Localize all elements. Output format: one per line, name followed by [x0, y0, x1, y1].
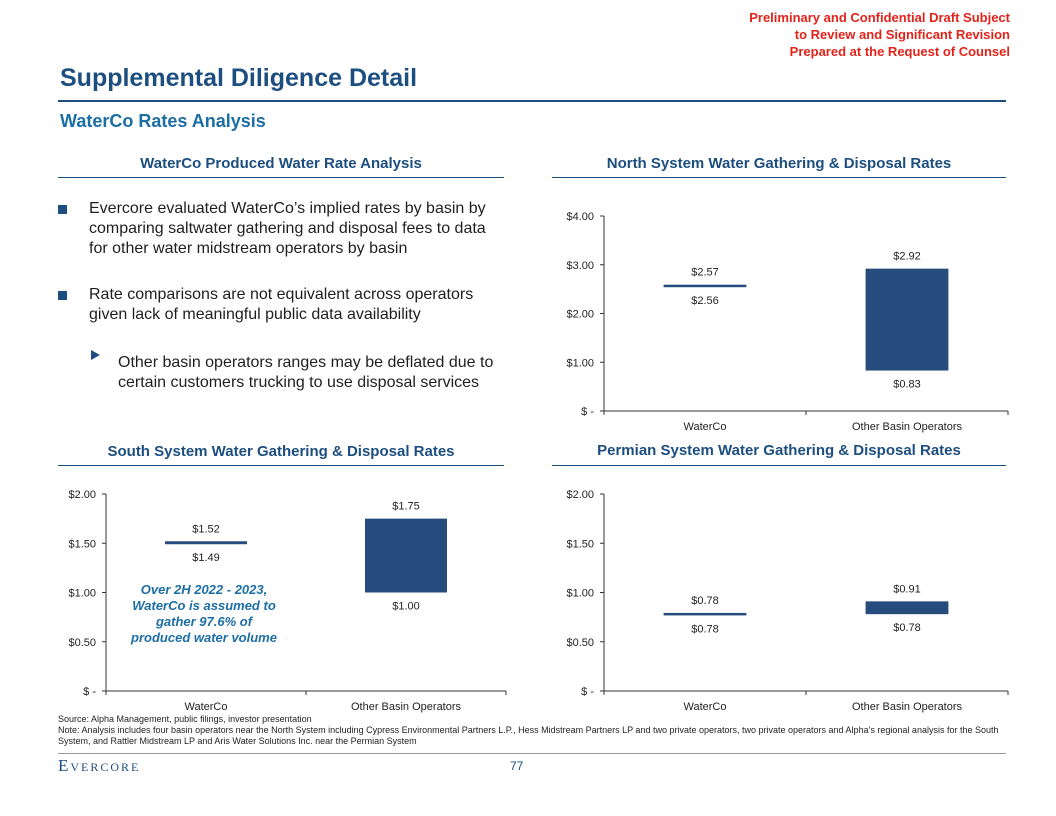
- north-chart-divider: [552, 177, 1006, 178]
- low-value-label: $1.49: [192, 552, 220, 564]
- range-bar: [165, 541, 247, 545]
- y-tick-label: $2.00: [68, 489, 96, 501]
- page-subtitle: WaterCo Rates Analysis: [60, 111, 266, 131]
- confidential-notice: Preliminary and Confidential Draft Subje…: [650, 9, 1010, 60]
- footer-divider: [58, 753, 1006, 754]
- y-tick-label: $1.00: [68, 588, 96, 600]
- left-section-heading: WaterCo Produced Water Rate Analysis: [140, 155, 422, 172]
- page-title: Supplemental Diligence Detail: [60, 64, 418, 92]
- y-tick-label: $2.00: [566, 309, 594, 321]
- confidential-line-2: to Review and Significant Revision: [794, 27, 1010, 42]
- permian-chart-heading: Permian System Water Gathering & Disposa…: [597, 442, 961, 459]
- y-tick-label: $ -: [581, 406, 594, 418]
- high-value-label: $0.78: [691, 595, 719, 607]
- low-value-label: $0.78: [691, 623, 719, 635]
- y-tick-label: $0.50: [68, 637, 96, 649]
- category-label: WaterCo: [185, 701, 228, 713]
- page-number: 77: [510, 759, 524, 773]
- left-section-divider: [58, 177, 504, 178]
- range-bar: [865, 268, 949, 371]
- south-system-chart: $ - $0.50 $1.00 $1.50 $2.00 $1.52 $1.49 WaterCo…: [68, 489, 507, 713]
- low-value-label: $1.00: [392, 601, 420, 613]
- bullet-text: Evercore evaluated WaterCo’s implied rat…: [89, 200, 486, 257]
- category-label: Other Basin Operators: [852, 421, 963, 433]
- y-tick-label: $0.50: [566, 637, 594, 649]
- high-value-label: $2.92: [893, 251, 921, 263]
- confidential-line-3: Prepared at the Request of Counsel: [789, 44, 1010, 59]
- y-tick-label: $1.50: [566, 538, 594, 550]
- permian-system-chart: $ - $0.50 $1.00 $1.50 $2.00 $0.78 $0.78 WaterCo…: [566, 489, 1009, 713]
- bullet-text: Rate comparisons are not equivalent acro…: [89, 286, 474, 323]
- category-label: Other Basin Operators: [351, 701, 462, 713]
- south-chart-annotation: Over 2H 2022 - 2023, WaterCo is assumed …: [131, 582, 277, 645]
- range-bar: [663, 284, 747, 288]
- category-label: WaterCo: [684, 701, 727, 713]
- range-bar: [663, 612, 747, 616]
- source-note: Source: Alpha Management, public filings…: [58, 714, 312, 724]
- range-bar: [365, 518, 447, 593]
- high-value-label: $1.75: [392, 501, 420, 513]
- category-label: WaterCo: [684, 421, 727, 433]
- low-value-label: $2.56: [691, 295, 719, 307]
- sub-bullet-text: Other basin operators ranges may be defl…: [118, 354, 494, 391]
- bullet-square-icon: [58, 291, 67, 300]
- evercore-logo: Evercore: [58, 756, 141, 775]
- confidential-line-1: Preliminary and Confidential Draft Subje…: [749, 10, 1010, 25]
- sub-bullet-triangle-icon: [91, 350, 100, 360]
- north-chart-heading: North System Water Gathering & Disposal …: [606, 155, 952, 172]
- south-chart-divider: [58, 465, 504, 466]
- title-divider: [58, 100, 1006, 102]
- y-tick-label: $1.00: [566, 357, 594, 369]
- high-value-label: $2.57: [691, 267, 719, 279]
- footnote: Note: Analysis includes four basin opera…: [58, 725, 999, 746]
- high-value-label: $1.52: [192, 523, 220, 535]
- y-tick-label: $ -: [581, 686, 594, 698]
- north-system-chart: $ - $1.00 $2.00 $3.00 $4.00 $2.57 $2.56 WaterCo…: [566, 211, 1009, 433]
- category-label: Other Basin Operators: [852, 701, 963, 713]
- y-tick-label: $3.00: [566, 260, 594, 272]
- low-value-label: $0.83: [893, 379, 921, 391]
- y-tick-label: $1.00: [566, 588, 594, 600]
- south-chart-heading: South System Water Gathering & Disposal …: [107, 443, 455, 460]
- y-tick-label: $4.00: [566, 211, 594, 223]
- y-tick-label: $1.50: [68, 538, 96, 550]
- high-value-label: $0.91: [893, 583, 921, 595]
- range-bar: [865, 601, 949, 615]
- y-tick-label: $2.00: [566, 489, 594, 501]
- bullet-square-icon: [58, 205, 67, 214]
- y-tick-label: $ -: [83, 686, 96, 698]
- permian-chart-divider: [552, 465, 1006, 466]
- low-value-label: $0.78: [893, 622, 921, 634]
